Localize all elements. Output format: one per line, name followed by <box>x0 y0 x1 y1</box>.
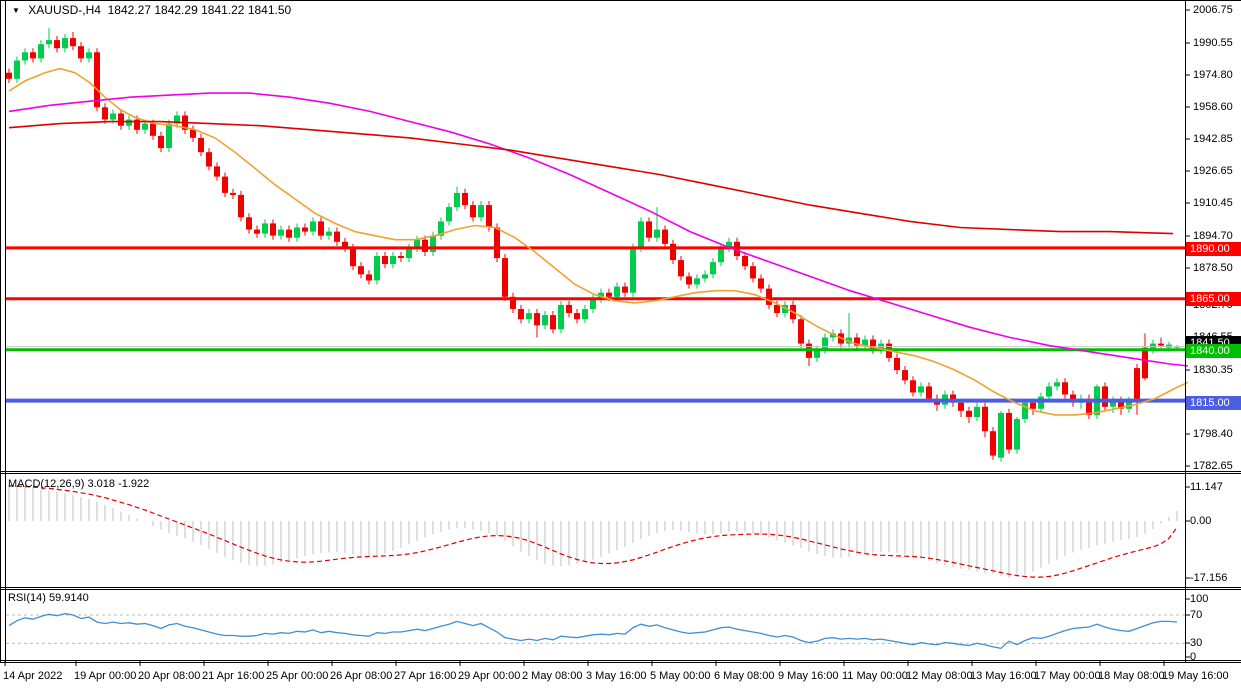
ohlc-high: 1842.29 <box>154 3 198 17</box>
rsi-indicator-label: RSI(14) 59.9140 <box>8 592 89 604</box>
time-axis-label: 20 Apr 08:00 <box>138 670 201 682</box>
time-axis-divider-b <box>0 662 1241 663</box>
time-axis-label: 29 Apr 00:00 <box>458 670 521 682</box>
symbol-label: XAUUSD-,H4 <box>28 3 101 17</box>
time-axis-label: 18 May 08:00 <box>1098 670 1165 682</box>
ma-slow-red <box>8 120 1174 235</box>
ma-fast-orange <box>8 67 1189 416</box>
chart-title: ▼ XAUUSD-,H4 1842.27 1842.29 1841.22 184… <box>12 3 291 17</box>
price-badge: 1890.00 <box>1186 242 1241 256</box>
price-badge: 1815.00 <box>1186 396 1241 410</box>
rsi-axis-label: 100 <box>1190 593 1209 605</box>
time-axis-label: 19 Apr 00:00 <box>74 670 137 682</box>
time-axis-label: 26 Apr 08:00 <box>330 670 393 682</box>
time-axis-label: 21 Apr 16:00 <box>202 670 265 682</box>
candles-layer <box>6 27 1180 462</box>
time-axis-label: 11 May 00:00 <box>842 670 908 682</box>
macd-axis-label: -17.156 <box>1190 572 1228 584</box>
price-axis-label: 1942.85 <box>1193 133 1233 145</box>
macd-signal-line <box>8 485 1178 578</box>
price-badge: 1865.00 <box>1186 292 1241 306</box>
price-axis-label: 1798.40 <box>1193 428 1233 440</box>
time-axis-label: 12 May 08:00 <box>906 670 973 682</box>
price-axis-label: 1830.35 <box>1193 364 1233 376</box>
rsi-axis-label: 0 <box>1190 651 1197 663</box>
chart-left-border <box>5 0 6 663</box>
price-axis-divider[interactable] <box>1185 0 1186 663</box>
symbol-dropdown-icon[interactable]: ▼ <box>12 6 20 15</box>
time-axis-label: 6 May 08:00 <box>714 670 775 682</box>
price-badge: 1840.00 <box>1186 344 1241 358</box>
price-axis-label: 1910.45 <box>1193 197 1233 209</box>
price-axis-label: 1958.60 <box>1193 101 1233 113</box>
time-axis-label: 14 Apr 2022 <box>3 670 63 682</box>
window-left-border <box>0 0 1 663</box>
time-axis-label: 13 May 16:00 <box>970 670 1037 682</box>
time-axis-label: 19 May 16:00 <box>1162 670 1229 682</box>
price-axis-label: 2006.75 <box>1193 4 1233 16</box>
price-axis-label: 1990.55 <box>1193 37 1233 49</box>
price-axis-label: 1782.65 <box>1193 460 1233 472</box>
macd-axis-label: 0.00 <box>1190 515 1212 527</box>
time-axis-label: 25 Apr 00:00 <box>266 670 329 682</box>
time-axis-divider-a <box>0 660 1241 661</box>
rsi-axis-label: 30 <box>1190 637 1203 649</box>
price-axis-label: 1878.50 <box>1193 262 1233 274</box>
time-axis-label: 9 May 16:00 <box>778 670 839 682</box>
time-axis-label: 2 May 08:00 <box>522 670 583 682</box>
ohlc-open: 1842.27 <box>107 3 152 17</box>
macd-panel-divider-a[interactable] <box>0 471 1241 472</box>
time-axis-label: 3 May 16:00 <box>586 670 647 682</box>
price-axis-label: 1926.65 <box>1193 165 1233 177</box>
ohlc-low: 1841.22 <box>201 3 245 17</box>
ma-mid-magenta <box>8 92 1189 367</box>
macd-axis-label: 11.147 <box>1190 481 1223 493</box>
macd-panel-divider-b[interactable] <box>0 473 1241 474</box>
macd-indicator-label: MACD(12,26,9) 3.018 -1.922 <box>8 478 150 490</box>
ohlc-close: 1841.50 <box>247 3 292 17</box>
rsi-line <box>8 612 1178 649</box>
time-axis-label: 27 Apr 16:00 <box>394 670 457 682</box>
rsi-axis-label: 70 <box>1190 609 1203 621</box>
price-axis-label: 1974.80 <box>1193 69 1233 81</box>
rsi-panel-divider-a[interactable] <box>0 587 1241 588</box>
macd-histogram <box>8 484 1178 578</box>
time-axis-label: 5 May 00:00 <box>650 670 711 682</box>
window-top-border <box>0 0 1241 1</box>
rsi-panel-divider-b[interactable] <box>0 589 1241 590</box>
price-axis-label: 1894.70 <box>1193 230 1233 242</box>
time-axis-label: 17 May 00:00 <box>1034 670 1101 682</box>
